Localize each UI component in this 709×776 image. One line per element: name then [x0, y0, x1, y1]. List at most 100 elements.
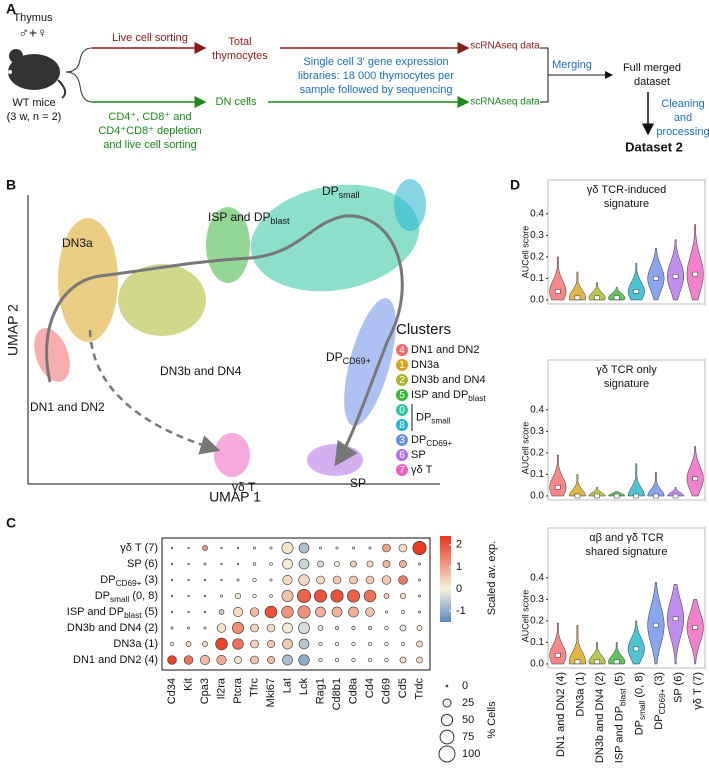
legend-id: 0 — [399, 405, 405, 416]
panel-label: B — [6, 177, 16, 193]
label-text: DN3a (1) — [574, 672, 586, 717]
step-label: Full merged — [623, 62, 681, 74]
median-box — [613, 659, 620, 665]
dot — [384, 657, 389, 663]
dot — [347, 589, 360, 603]
y-tick-label: 0.0 — [530, 295, 544, 306]
dot — [297, 605, 311, 619]
dot — [269, 594, 273, 598]
label-text: γδ T — [232, 480, 256, 494]
y-tick-label: DN1 and DN2 (4) — [73, 654, 158, 666]
dot — [416, 656, 423, 664]
dot — [399, 592, 407, 600]
cluster-label: γδ T — [232, 480, 256, 494]
x-tick-label: DPsmall (0, 8) — [633, 672, 647, 735]
step-label: libraries: 18 000 thymocytes per — [298, 70, 454, 82]
median-box — [555, 653, 561, 658]
y-axis-label: AUCell score — [520, 590, 530, 643]
dot — [187, 578, 190, 582]
label-text: γδ T — [120, 542, 142, 554]
dot — [232, 622, 244, 634]
cluster-label: ISP and DPblast — [208, 210, 290, 226]
legend-id: 1 — [399, 360, 405, 371]
panel-label: A — [6, 1, 16, 17]
cluster-label: SP — [350, 476, 366, 490]
legend-id: 6 — [399, 450, 405, 461]
panel-label: C — [6, 515, 16, 531]
median-box — [653, 493, 659, 499]
dot — [334, 657, 340, 663]
legend-marker — [396, 404, 408, 416]
legend-marker — [396, 464, 408, 476]
x-tick-label: Cd4 — [364, 678, 376, 698]
legend-label: DN1 and DN2 — [411, 344, 479, 356]
step-label: Total — [228, 36, 251, 48]
label-suffix: (7) — [142, 542, 159, 554]
dot — [334, 641, 340, 647]
label-sub: blast — [270, 217, 290, 227]
step-label: DN cells — [216, 96, 257, 108]
dot — [267, 656, 275, 664]
plot-frame — [547, 359, 706, 501]
label-text: DP — [416, 411, 431, 423]
legend-label: DN3a — [411, 359, 440, 371]
dot — [282, 574, 293, 586]
result-label: Dataset 2 — [625, 139, 683, 154]
dot — [351, 625, 356, 631]
label-sub: CD69+ — [426, 439, 452, 448]
label-suffix: (0, 8) — [633, 672, 645, 701]
x-tick-label: DN1 and DN2 (4) — [555, 672, 567, 757]
mouse-icon — [8, 49, 67, 99]
violin — [608, 642, 626, 665]
label-text: DN3b and DN4 — [67, 622, 142, 634]
label-text: ISP and DP — [67, 606, 124, 618]
step-label: Cleaning — [661, 98, 704, 110]
y-axis-label: AUCell score — [520, 226, 530, 279]
dot — [220, 562, 223, 566]
dot — [399, 560, 407, 568]
median-box — [672, 493, 679, 499]
colorbar-label: -1 — [456, 605, 466, 617]
label-sub: CD69+ — [116, 579, 142, 588]
colorbar-label: 1 — [456, 561, 462, 573]
label-text: SP — [127, 558, 141, 570]
x-tick-label: DN3b and DN4 (2) — [594, 672, 606, 763]
label-sub: blast — [124, 611, 142, 620]
median-box — [672, 274, 679, 279]
label-text: DP — [100, 574, 115, 586]
cluster-cells — [214, 433, 250, 477]
violin — [627, 263, 645, 301]
violin — [608, 286, 626, 301]
y-tick-label: 0.2 — [530, 616, 544, 627]
dot — [317, 560, 324, 568]
dot — [267, 640, 275, 648]
label-suffix: (3) — [142, 574, 159, 586]
y-tick-label: ISP and DPblast (5) — [67, 606, 158, 620]
dot — [170, 578, 174, 582]
y-tick-label: γδ T (7) — [120, 542, 158, 554]
x-tick-label: Cd69 — [380, 678, 392, 704]
dot — [170, 610, 174, 614]
dot — [367, 625, 373, 631]
dot — [203, 594, 207, 598]
dot — [384, 625, 389, 631]
dot — [331, 606, 343, 618]
dot — [215, 637, 228, 651]
y-tick-label: 0.4 — [530, 404, 544, 415]
label-text: DN1 and DN2 — [411, 344, 479, 356]
y-axis-label: AUCell score — [520, 422, 530, 475]
cluster-cells — [250, 184, 420, 292]
dot — [400, 641, 406, 647]
y-tick-label: DPCD69+ (3) — [100, 574, 158, 588]
label-sub: blast — [468, 394, 486, 403]
size-label: 50 — [462, 714, 474, 726]
label-suffix: (5) — [142, 606, 159, 618]
label-suffix: (2) — [142, 622, 159, 634]
legend-marker — [396, 449, 408, 461]
branch — [65, 71, 93, 103]
dot — [220, 594, 223, 598]
label-sub: small — [339, 191, 360, 201]
size-label: 75 — [462, 731, 474, 743]
step-label: dataset — [634, 76, 670, 88]
violin — [686, 446, 704, 497]
